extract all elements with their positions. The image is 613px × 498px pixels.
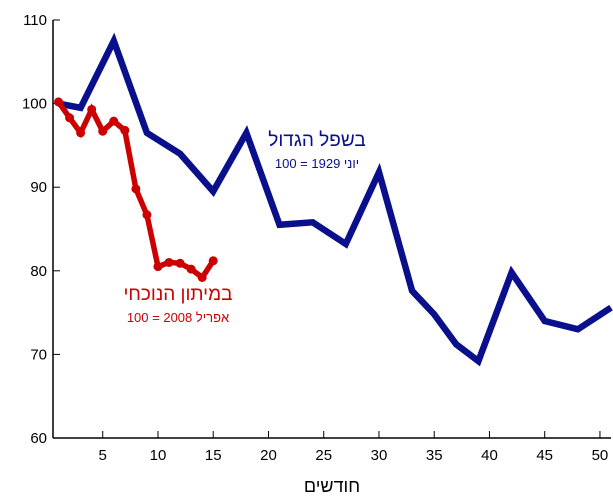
annotation-great-depression-title: בשפל הגדול (268, 130, 365, 151)
series-point (131, 184, 141, 194)
series-point (164, 257, 174, 267)
series-point (186, 264, 196, 274)
series-line-0 (57, 32, 613, 367)
axes (52, 20, 611, 439)
x-tick-label: 5 (99, 447, 107, 464)
y-tick-label: 60 (30, 430, 47, 447)
y-tick-label: 70 (30, 346, 47, 363)
series-point (76, 128, 86, 138)
series-point (65, 113, 75, 123)
series-point (175, 258, 185, 268)
x-tick-label: 20 (260, 447, 277, 464)
x-tick-label: 35 (426, 447, 443, 464)
x-tick-label: 10 (150, 447, 167, 464)
series-layer (54, 32, 613, 367)
annotation-current-recession-title: במיתון הנוכחי (123, 284, 232, 305)
series-point (98, 126, 108, 136)
x-tick-label: 50 (592, 447, 609, 464)
series-point (153, 262, 163, 272)
x-tick-label: 45 (536, 447, 553, 464)
y-tick-label: 90 (30, 179, 47, 196)
series-point (54, 97, 64, 107)
x-axis-title: חודשים (304, 476, 360, 496)
y-tick-label: 100 (22, 96, 47, 113)
x-tick-label: 25 (315, 447, 332, 464)
series-point (142, 210, 152, 220)
y-ticks: 60 70 80 90 100 110 (22, 12, 60, 447)
series-point (109, 116, 119, 126)
x-tick-label: 40 (481, 447, 498, 464)
series-point (87, 104, 97, 114)
x-tick-label: 30 (371, 447, 388, 464)
y-tick-label: 110 (23, 12, 47, 29)
annotation-current-recession: במיתון הנוכחי אפריל 2008 = 100 (123, 284, 232, 325)
series-point (197, 272, 207, 282)
annotation-great-depression-baseline: יוני 1929 = 100 (275, 156, 359, 171)
x-ticks: 5 10 15 20 25 30 35 40 45 50 (99, 431, 609, 464)
annotation-great-depression: בשפל הגדול יוני 1929 = 100 (268, 130, 365, 171)
x-tick-label: 15 (205, 447, 222, 464)
y-tick-label: 80 (30, 263, 47, 280)
annotation-current-recession-baseline: אפריל 2008 = 100 (127, 310, 229, 325)
series-point (208, 256, 218, 266)
series-point (120, 125, 130, 135)
